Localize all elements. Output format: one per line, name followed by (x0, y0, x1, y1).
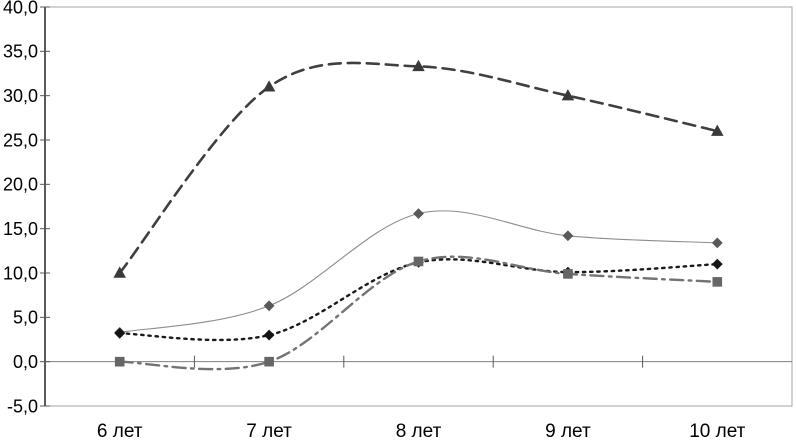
diamond-marker (263, 329, 275, 341)
diamond-marker (711, 237, 723, 249)
y-axis-label: 30,0 (3, 86, 38, 106)
triangle-marker (412, 59, 425, 72)
diamond-marker (114, 327, 126, 339)
diamond-marker (711, 258, 723, 270)
series-2-solid-line (119, 210, 718, 333)
triangle-marker (711, 124, 724, 136)
diamond-marker (562, 230, 574, 242)
series-1-dashed-line (118, 61, 719, 275)
diamond-marker (413, 208, 424, 219)
series-3-dotted-line (118, 258, 719, 342)
y-axis-label: 15,0 (3, 219, 38, 239)
x-axis-label: 9 лет (545, 421, 591, 442)
y-axis-label: 25,0 (3, 130, 38, 150)
y-axis-label: 5,0 (13, 308, 38, 328)
square-marker (114, 356, 125, 367)
x-axis-label: 10 лет (689, 421, 745, 442)
square-marker (712, 277, 723, 287)
triangle-marker (561, 89, 575, 101)
x-axis-label: 6 лет (97, 421, 143, 442)
x-axis-label: 8 лет (396, 421, 442, 442)
y-axis-label: 35,0 (3, 42, 38, 62)
plot-border (45, 6, 793, 407)
triangle-marker (113, 266, 126, 278)
triangle-marker (262, 80, 276, 92)
square-marker (563, 269, 573, 279)
y-axis-label: -5,0 (7, 396, 38, 416)
square-marker (264, 356, 274, 367)
y-axis-label: 10,0 (3, 263, 38, 283)
square-marker (413, 256, 424, 267)
series-4-dashdot-line (118, 255, 719, 371)
diamond-marker (263, 300, 275, 312)
x-axis-label: 7 лет (246, 421, 292, 442)
y-axis-label: 0,0 (13, 352, 38, 372)
y-axis-label: 40,0 (3, 0, 38, 17)
y-axis-label: 20,0 (3, 175, 38, 195)
